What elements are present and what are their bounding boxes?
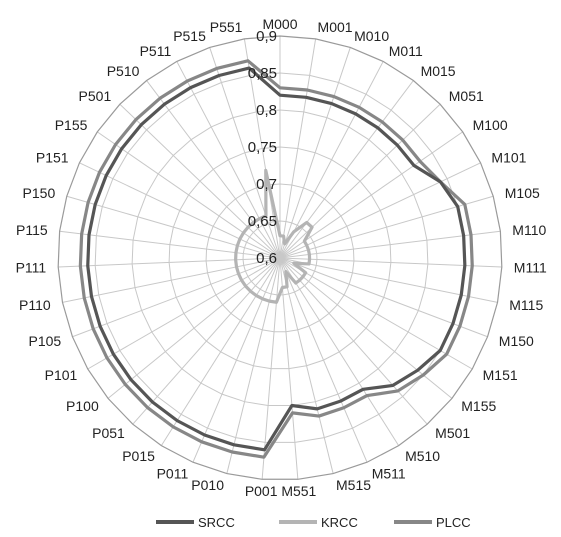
- radar-series: [78, 59, 474, 459]
- category-label: M000: [262, 16, 297, 32]
- category-label: M515: [336, 477, 371, 493]
- category-label: M155: [461, 398, 496, 414]
- category-label: P011: [157, 465, 189, 481]
- category-label: M510: [405, 448, 440, 464]
- category-label: M511: [372, 465, 406, 481]
- legend: SRCC KRCC PLCC: [156, 515, 471, 530]
- category-label: M010: [354, 28, 389, 44]
- category-label: P115: [16, 222, 48, 238]
- radar-grid: [57, 35, 503, 480]
- category-label: M105: [505, 185, 540, 201]
- radial-tick-label: 0,85: [248, 65, 277, 82]
- radar-grid-ring: [168, 146, 392, 370]
- category-label: P501: [79, 88, 112, 104]
- category-label: M501: [435, 425, 470, 441]
- category-label: M551: [281, 483, 316, 499]
- legend-label-krcc: KRCC: [321, 515, 358, 530]
- category-label: M015: [421, 63, 456, 79]
- radial-tick-labels: 0,6 0,65 0,7 0,75 0,8 0,85 0,9: [248, 28, 277, 267]
- category-label: P510: [107, 63, 140, 79]
- category-label: P110: [19, 297, 51, 313]
- series-line-srcc: [86, 66, 467, 452]
- radial-tick-label: 0,8: [256, 102, 277, 119]
- radial-tick-label: 0,75: [248, 139, 277, 156]
- category-label: M151: [483, 367, 518, 383]
- category-label: P511: [140, 43, 172, 59]
- category-label: P105: [29, 333, 62, 349]
- category-label: M111: [514, 259, 547, 275]
- radar-grid-ring: [205, 183, 355, 333]
- category-label: M100: [473, 117, 508, 133]
- category-label: P001: [245, 483, 278, 499]
- category-label: P551: [210, 19, 243, 35]
- series-line-krcc: [234, 168, 314, 304]
- category-label: P150: [23, 185, 56, 201]
- category-label: P155: [55, 117, 88, 133]
- category-label: P015: [122, 448, 155, 464]
- category-label: M011: [389, 43, 423, 59]
- radial-tick-label: 0,7: [256, 176, 277, 193]
- category-label: P010: [191, 477, 224, 493]
- category-label: M051: [449, 88, 484, 104]
- category-label: M110: [512, 222, 546, 238]
- category-label: P151: [36, 150, 69, 166]
- category-label: M115: [509, 297, 543, 313]
- category-label: M101: [491, 150, 526, 166]
- category-label: P101: [45, 367, 78, 383]
- category-label: P111: [16, 259, 47, 275]
- category-label: P100: [66, 398, 99, 414]
- radial-tick-label: 0,9: [256, 28, 277, 45]
- category-label: M150: [499, 333, 534, 349]
- radar-grid-ring: [57, 35, 503, 480]
- radial-tick-label: 0,65: [248, 213, 277, 230]
- radar-grid-ring: [94, 72, 466, 443]
- radial-tick-label: 0,6: [256, 250, 277, 267]
- radar-grid-ring: [131, 109, 429, 407]
- legend-label-plcc: PLCC: [436, 515, 471, 530]
- category-label: P051: [92, 425, 125, 441]
- category-label: M001: [318, 19, 353, 35]
- series-line-plcc: [78, 59, 474, 459]
- legend-label-srcc: SRCC: [198, 515, 235, 530]
- category-label: P515: [173, 28, 206, 44]
